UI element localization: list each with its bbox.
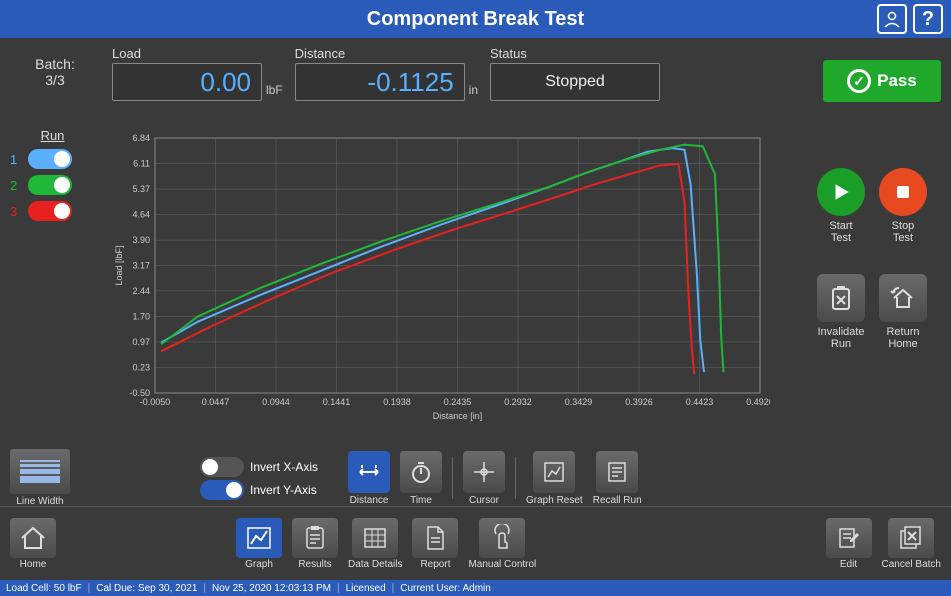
graph-tab-button[interactable] — [236, 518, 282, 558]
time-mode-button[interactable] — [400, 451, 442, 493]
status-readout: Status Stopped — [490, 46, 660, 101]
stop-test-button[interactable] — [879, 168, 927, 216]
svg-text:0.4423: 0.4423 — [686, 397, 714, 407]
invalidate-run-button[interactable] — [817, 274, 865, 322]
svg-text:4.64: 4.64 — [132, 209, 150, 219]
invert-y-toggle[interactable] — [200, 480, 244, 500]
page-title: Component Break Test — [367, 8, 584, 31]
user-icon[interactable] — [877, 4, 907, 34]
svg-text:3.17: 3.17 — [132, 261, 150, 271]
svg-text:6.11: 6.11 — [133, 158, 150, 168]
distance-readout: Distance -0.1125 in — [295, 46, 478, 101]
svg-text:3.90: 3.90 — [132, 235, 150, 245]
cancel-batch-button[interactable] — [888, 518, 934, 558]
svg-text:0.0944: 0.0944 — [262, 397, 290, 407]
graph-reset-button[interactable] — [533, 451, 575, 493]
svg-text:Distance [in]: Distance [in] — [433, 411, 483, 421]
status-bar: Load Cell: 50 lbF| Cal Due: Sep 30, 2021… — [0, 580, 951, 596]
svg-text:0.2932: 0.2932 — [504, 397, 532, 407]
manual-control-button[interactable] — [479, 518, 525, 558]
chart[interactable]: -0.0050 0.0447 0.0944 0.1441 0.1938 0.2435 0.2… — [110, 128, 770, 438]
svg-text:0.3429: 0.3429 — [565, 397, 593, 407]
report-button[interactable] — [412, 518, 458, 558]
batch-indicator: Batch: 3/3 — [10, 46, 100, 88]
stop-test-label: Stop Test — [892, 220, 915, 244]
invert-x-toggle[interactable] — [200, 457, 244, 477]
svg-text:0.3926: 0.3926 — [625, 397, 653, 407]
line-width-button[interactable] — [10, 449, 70, 494]
svg-text:0.2435: 0.2435 — [444, 397, 472, 407]
start-test-label: Start Test — [829, 220, 852, 244]
svg-text:0.1938: 0.1938 — [383, 397, 411, 407]
svg-text:0.97: 0.97 — [132, 337, 150, 347]
svg-text:0.4920: 0.4920 — [746, 397, 770, 407]
svg-text:1.70: 1.70 — [132, 312, 150, 322]
data-details-button[interactable] — [352, 518, 398, 558]
bottom-nav: Home Graph Results Data Details Report M… — [0, 506, 951, 580]
run-legend: Run 1 2 3 — [10, 128, 95, 221]
help-icon[interactable]: ? — [913, 4, 943, 34]
return-home-label: Return Home — [886, 326, 919, 350]
return-home-button[interactable] — [879, 274, 927, 322]
edit-button[interactable] — [826, 518, 872, 558]
svg-text:0.1441: 0.1441 — [323, 397, 351, 407]
svg-text:-0.50: -0.50 — [129, 388, 150, 398]
svg-text:5.37: 5.37 — [132, 184, 150, 194]
recall-run-button[interactable] — [596, 451, 638, 493]
cursor-button[interactable] — [463, 451, 505, 493]
pass-button[interactable]: ✓ Pass — [823, 60, 941, 102]
svg-text:0.23: 0.23 — [132, 363, 150, 373]
distance-mode-button[interactable] — [348, 451, 390, 493]
invalidate-run-label: Invalidate Run — [817, 326, 864, 350]
svg-text:6.84: 6.84 — [132, 133, 150, 143]
svg-text:Load [lbF]: Load [lbF] — [114, 245, 124, 285]
start-test-button[interactable] — [817, 168, 865, 216]
titlebar: Component Break Test ? — [0, 0, 951, 38]
run-toggle-3[interactable]: 3 — [10, 201, 95, 221]
home-button[interactable] — [10, 518, 56, 558]
check-icon: ✓ — [847, 69, 871, 93]
svg-text:-0.0050: -0.0050 — [140, 397, 171, 407]
run-toggle-2[interactable]: 2 — [10, 175, 95, 195]
run-toggle-1[interactable]: 1 — [10, 149, 95, 169]
load-readout: Load 0.00 lbF — [112, 46, 283, 101]
results-button[interactable] — [292, 518, 338, 558]
svg-text:0.0447: 0.0447 — [202, 397, 230, 407]
svg-text:2.44: 2.44 — [132, 286, 150, 296]
